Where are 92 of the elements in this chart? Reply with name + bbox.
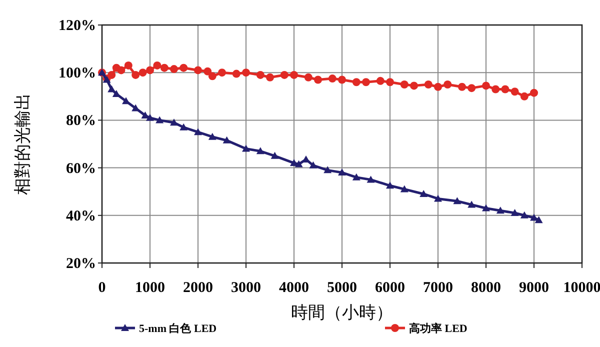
point [338,168,346,176]
point [520,92,528,100]
point [453,197,462,204]
x-tick-label: 3000 [231,280,261,296]
point [194,128,202,136]
point [352,173,360,180]
point [242,68,250,77]
point [208,132,216,140]
y-axis-title: 相對的光輸出 [13,93,33,195]
point [222,136,231,144]
point [434,194,442,202]
y-tick-label: 100% [58,66,96,82]
point [501,85,510,94]
y-tick-label: 80% [66,113,96,130]
point [468,200,476,208]
point [496,206,504,214]
point [309,161,318,168]
point [328,74,336,83]
y-tick-label: 20% [66,256,96,272]
point [156,116,164,124]
point [280,70,288,79]
x-tick-label: 9000 [519,280,549,296]
point [132,70,140,79]
point [122,97,130,104]
point [468,84,476,92]
point [386,78,394,86]
x-tick-label: 10000 [563,280,600,296]
point [362,78,370,86]
legend-label: 5-mm 白色 LED [139,322,217,335]
y-tick-label: 120% [58,18,96,34]
point [534,216,543,224]
point [146,66,154,74]
point [117,66,126,74]
legend-label: 高功率 LED [409,322,468,335]
point [170,118,178,126]
point [294,160,303,168]
point [138,68,147,77]
point [482,82,490,90]
point [386,182,394,189]
point [124,61,132,70]
point [424,80,432,88]
point [434,82,442,91]
y-tick-label: 60% [66,160,96,177]
point [242,144,250,152]
x-tick-label: 4000 [279,280,309,296]
point [180,123,188,130]
point [204,67,212,76]
point [324,166,332,174]
x-tick-label: 8000 [471,280,501,296]
point [510,88,519,96]
point [153,61,162,70]
point [290,70,298,79]
point [146,114,154,121]
point [218,68,226,77]
x-axis-title: 時間（小時） [291,303,393,323]
x-tick-label: 7000 [423,280,453,296]
point [510,209,519,216]
point [444,80,452,88]
point [420,190,428,197]
point [256,70,264,79]
point [194,66,202,74]
x-tick-label: 0 [98,280,106,296]
point [492,85,500,94]
point [366,176,375,183]
point [376,76,384,85]
point [400,185,408,192]
point [232,70,240,78]
point [170,65,178,74]
point [304,73,312,82]
point [208,72,216,80]
point [160,64,168,72]
point [108,85,116,92]
x-tick-label: 1000 [135,280,165,296]
point [410,82,418,90]
x-tick-label: 2000 [183,280,213,296]
point [108,70,116,79]
x-tick-label: 5000 [327,280,357,296]
point [338,76,346,84]
point [180,64,188,72]
y-tick-label: 40% [66,208,96,224]
point [400,80,408,88]
x-tick-label: 6000 [375,280,405,296]
point [270,152,279,159]
point [266,73,274,82]
point [520,211,528,218]
point [352,78,360,86]
point [314,76,322,84]
point [458,82,466,91]
point [482,204,490,212]
point [530,88,538,97]
point [256,147,264,154]
point [112,90,120,98]
